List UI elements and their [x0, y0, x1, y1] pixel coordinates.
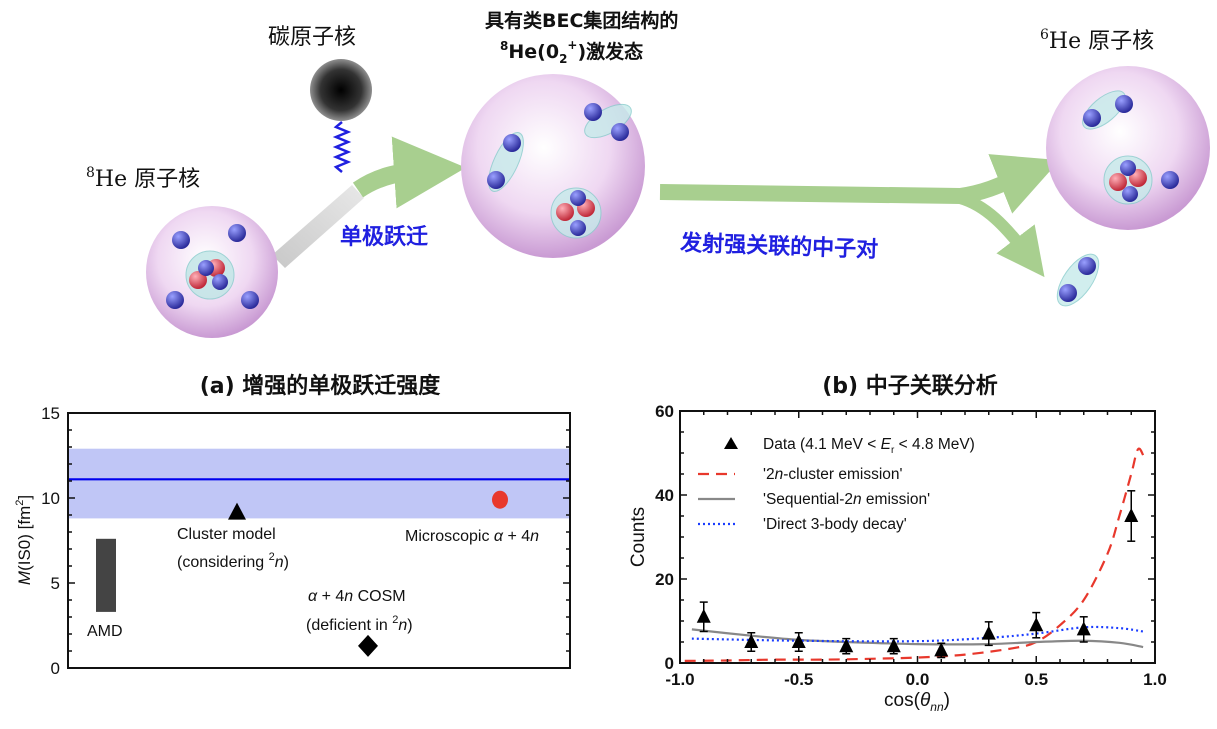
excited-label-line2: 8He(02+)激发态 — [500, 38, 643, 66]
he8-label: 8He 原子核 — [86, 165, 200, 192]
x-tick-label: 1.0 — [1143, 670, 1167, 689]
emission-label: 发射强关联的中子对 — [679, 230, 879, 263]
beam-arrow — [272, 185, 364, 268]
series-curve-1 — [691, 628, 1144, 649]
experiment-band — [68, 448, 570, 519]
legend-direct: 'Direct 3-body decay' — [763, 516, 907, 533]
data-point — [839, 638, 854, 653]
monopole-label: 单极跃迁 — [340, 225, 428, 250]
cosm-marker — [358, 634, 378, 657]
cluster-model-marker — [228, 502, 246, 520]
chart-a-title: (a) 增强的单极跃迁强度 — [200, 373, 442, 399]
legend: Data (4.1 MeV < Er < 4.8 MeV) '2n-cluste… — [698, 436, 975, 533]
carbon-nucleus — [310, 59, 372, 121]
legend-data-marker — [724, 437, 738, 449]
data-point — [1124, 508, 1139, 522]
data-point — [1029, 617, 1044, 632]
photon-wave-icon — [332, 121, 352, 173]
data-point — [744, 634, 759, 648]
cluster-label-2: (considering 2n) — [177, 551, 289, 571]
y-tick-label: 40 — [655, 486, 674, 505]
data-point — [886, 638, 901, 653]
x-tick-label: 0.5 — [1024, 670, 1048, 689]
data-point — [981, 625, 996, 640]
amd-bar — [96, 538, 116, 612]
amd-label: AMD — [87, 623, 123, 640]
y-tick-label: 15 — [41, 404, 60, 423]
chart-a: (a) 增强的单极跃迁强度 0 5 10 15 M(IS0) [fm2] AMD Cl… — [14, 373, 571, 678]
data-point — [934, 642, 949, 657]
data-point — [791, 634, 806, 648]
y-tick-label: 0 — [665, 654, 674, 673]
series-curve-2 — [691, 625, 1144, 643]
reaction-diagram: 碳原子核 8He 原子核 具有类BEC集团结构的 8He(02+)激发态 6He… — [86, 9, 1210, 338]
he8-nucleus — [146, 206, 278, 338]
transition-arrow — [352, 136, 466, 209]
y-tick-label: 60 — [655, 402, 674, 421]
legend-sequential: 'Sequential-2n emission' — [763, 491, 930, 508]
y-tick-label: 5 — [51, 574, 60, 593]
he8-excited-nucleus — [461, 74, 645, 258]
neutron-pair — [1056, 253, 1100, 307]
microscopic-label: Microscopic α + 4n — [405, 528, 539, 545]
carbon-label: 碳原子核 — [268, 25, 356, 50]
x-tick-label: -1.0 — [665, 670, 694, 689]
he6-label: 6He 原子核 — [1040, 27, 1154, 54]
x-tick-label: -0.5 — [784, 670, 813, 689]
data-point — [696, 608, 711, 623]
neutron-pair-arrow — [958, 192, 1045, 278]
plot-frame — [67, 412, 571, 669]
y-tick-label: 0 — [51, 659, 60, 678]
data-point — [1076, 621, 1091, 636]
y-axis-label: M(IS0) [fm2] — [14, 495, 34, 585]
legend-cluster: '2n-cluster emission' — [763, 466, 902, 483]
chart-b: (b) 中子关联分析 0 20 40 60 -1.0 -0.5 0.0 0.5 1.0 Coun… — [628, 374, 1167, 714]
excited-label-line1: 具有类BEC集团结构的 — [485, 9, 678, 32]
series-curve-0 — [684, 447, 1147, 662]
legend-data: Data (4.1 MeV < Er < 4.8 MeV) — [763, 436, 975, 456]
x-tick-label: 0.0 — [906, 670, 930, 689]
he6-nucleus — [1046, 66, 1210, 230]
chart-b-title: (b) 中子关联分析 — [822, 374, 998, 399]
y-axis-label: Counts — [628, 507, 649, 567]
cosm-label-1: α + 4n COSM — [308, 588, 406, 605]
y-tick-label: 20 — [655, 570, 674, 589]
cluster-label-1: Cluster model — [177, 526, 276, 543]
x-axis-label: cos(θnn) — [884, 690, 950, 714]
cosm-label-2: (deficient in 2n) — [306, 614, 413, 634]
microscopic-marker — [492, 490, 508, 509]
emission-arrow — [659, 154, 1060, 214]
y-tick-label: 10 — [41, 489, 60, 508]
